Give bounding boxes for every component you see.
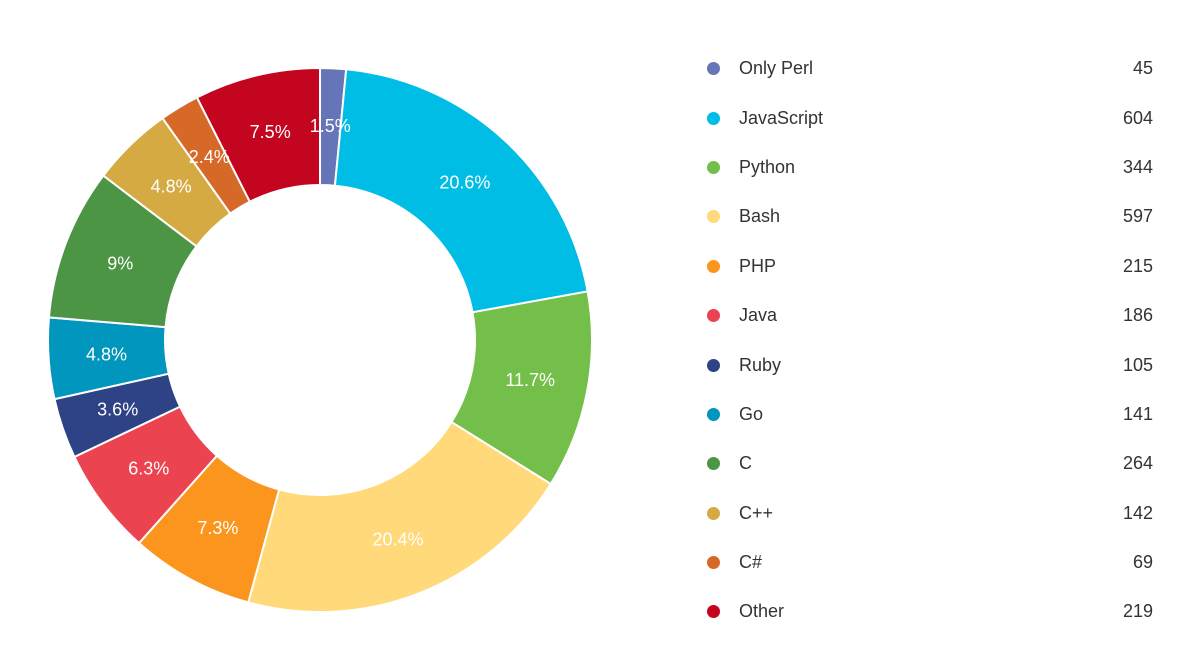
legend-label: C <box>739 453 752 474</box>
donut-chart: 1.5% 20.6% 11.7% 20.4% 7.3% 6.3% 3.6% 4.8% 9% 4.8… <box>47 66 593 613</box>
donut-slice-labels: 1.5% 20.6% 11.7% 20.4% 7.3% 6.3% 3.6% 4.8% 9% 4.8… <box>86 116 555 549</box>
legend-label: C# <box>739 552 763 573</box>
legend-value: 105 <box>1122 354 1153 375</box>
legend-dot <box>707 605 720 619</box>
legend-dot <box>707 111 720 125</box>
donut-slices <box>47 66 593 613</box>
legend-item-cpp[interactable]: C++ 142 <box>700 489 1160 538</box>
legend-value: 597 <box>1122 206 1153 227</box>
legend-dot <box>707 160 720 174</box>
legend-dot <box>707 210 720 224</box>
legend-value: 141 <box>1122 403 1153 424</box>
legend-value: 69 <box>1132 552 1153 573</box>
legend-item-python[interactable]: Python 344 <box>700 143 1160 192</box>
legend-value: 215 <box>1122 255 1153 276</box>
donut-slice-bash[interactable] <box>247 420 553 613</box>
slice-label-cpp: 4.8% <box>151 176 192 196</box>
slice-label-c: 9% <box>107 253 133 273</box>
slice-label-python: 11.7% <box>505 370 555 390</box>
slice-label-ruby: 3.6% <box>97 400 138 420</box>
legend-item-java[interactable]: Java 186 <box>700 291 1160 340</box>
legend-item-c[interactable]: C 264 <box>700 439 1160 488</box>
slice-label-go: 4.8% <box>86 345 127 365</box>
legend-value: 219 <box>1122 601 1153 622</box>
slice-label-php: 7.3% <box>197 518 238 538</box>
legend-label: Only Perl <box>739 58 814 79</box>
legend-item-csharp[interactable]: C# 69 <box>700 538 1160 587</box>
legend-value: 604 <box>1122 107 1153 128</box>
legend-item-other[interactable]: Other 219 <box>700 587 1160 636</box>
slice-label-javascript: 20.6% <box>439 173 490 193</box>
legend-item-javascript[interactable]: JavaScript 604 <box>700 93 1160 142</box>
slice-label-other: 7.5% <box>250 122 291 142</box>
legend: Only Perl 45 JavaScript 604 Python 344 B… <box>700 44 1160 637</box>
legend-dot <box>707 309 720 323</box>
legend-label: Ruby <box>739 354 782 375</box>
slice-label-csharp: 2.4% <box>189 147 230 167</box>
legend-label: Python <box>739 156 796 177</box>
slice-label-bash: 20.4% <box>372 529 423 549</box>
legend-item-bash[interactable]: Bash 597 <box>700 192 1160 241</box>
legend-value: 142 <box>1122 502 1153 523</box>
donut-slice-javascript[interactable] <box>333 68 589 314</box>
legend-value: 45 <box>1132 58 1153 79</box>
legend-label: PHP <box>739 255 777 276</box>
donut-slice-other[interactable] <box>195 66 321 204</box>
legend-item-php[interactable]: PHP 215 <box>700 242 1160 291</box>
legend-dot <box>707 358 720 372</box>
legend-dot <box>707 457 720 471</box>
legend-value: 344 <box>1122 156 1153 177</box>
legend-dot <box>707 407 720 421</box>
legend-item-only-perl[interactable]: Only Perl 45 <box>700 44 1160 93</box>
legend-value: 186 <box>1122 305 1153 326</box>
legend-label: Bash <box>739 206 781 227</box>
slice-label-only-perl: 1.5% <box>310 116 351 136</box>
slice-label-java: 6.3% <box>128 458 169 478</box>
legend-label: Go <box>739 403 764 424</box>
legend-dot <box>707 259 720 273</box>
legend-label: C++ <box>739 502 774 523</box>
legend-value: 264 <box>1122 453 1153 474</box>
legend-label: Java <box>739 305 778 326</box>
legend-dot <box>707 506 720 520</box>
legend-dot <box>707 62 720 76</box>
legend-label: JavaScript <box>739 107 824 128</box>
legend-label: Other <box>739 601 785 622</box>
legend-dot <box>707 556 720 570</box>
legend-item-ruby[interactable]: Ruby 105 <box>700 340 1160 389</box>
legend-item-go[interactable]: Go 141 <box>700 390 1160 439</box>
